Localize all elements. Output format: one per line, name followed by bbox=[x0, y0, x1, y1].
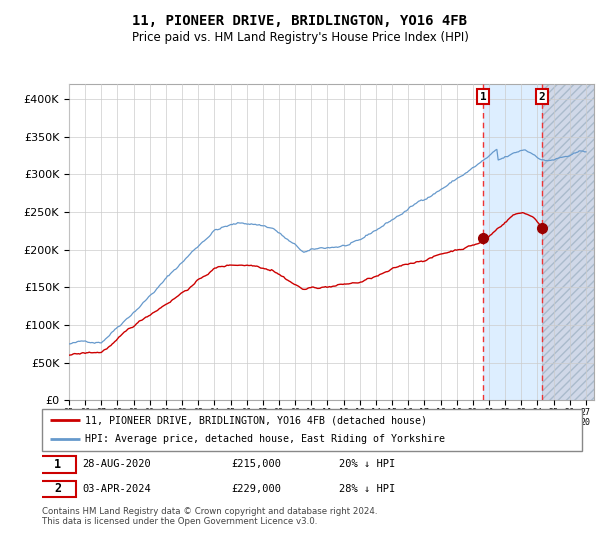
Text: 2: 2 bbox=[54, 482, 61, 496]
Text: 1: 1 bbox=[54, 458, 61, 471]
Text: HPI: Average price, detached house, East Riding of Yorkshire: HPI: Average price, detached house, East… bbox=[85, 435, 445, 445]
Text: £215,000: £215,000 bbox=[231, 459, 281, 469]
FancyBboxPatch shape bbox=[40, 480, 76, 497]
FancyBboxPatch shape bbox=[40, 456, 76, 473]
FancyBboxPatch shape bbox=[42, 409, 582, 451]
Text: 2: 2 bbox=[538, 92, 545, 102]
Text: 11, PIONEER DRIVE, BRIDLINGTON, YO16 4FB (detached house): 11, PIONEER DRIVE, BRIDLINGTON, YO16 4FB… bbox=[85, 415, 427, 425]
Text: 28% ↓ HPI: 28% ↓ HPI bbox=[339, 484, 395, 494]
Text: 03-APR-2024: 03-APR-2024 bbox=[83, 484, 151, 494]
Text: 28-AUG-2020: 28-AUG-2020 bbox=[83, 459, 151, 469]
Text: 11, PIONEER DRIVE, BRIDLINGTON, YO16 4FB: 11, PIONEER DRIVE, BRIDLINGTON, YO16 4FB bbox=[133, 14, 467, 28]
Bar bbox=[542, 84, 594, 400]
Text: 20% ↓ HPI: 20% ↓ HPI bbox=[339, 459, 395, 469]
Bar bbox=[484, 84, 542, 400]
Text: Price paid vs. HM Land Registry's House Price Index (HPI): Price paid vs. HM Land Registry's House … bbox=[131, 31, 469, 44]
Text: £229,000: £229,000 bbox=[231, 484, 281, 494]
Text: 1: 1 bbox=[480, 92, 487, 102]
Bar bbox=[542, 84, 594, 400]
Text: Contains HM Land Registry data © Crown copyright and database right 2024.
This d: Contains HM Land Registry data © Crown c… bbox=[42, 507, 377, 526]
